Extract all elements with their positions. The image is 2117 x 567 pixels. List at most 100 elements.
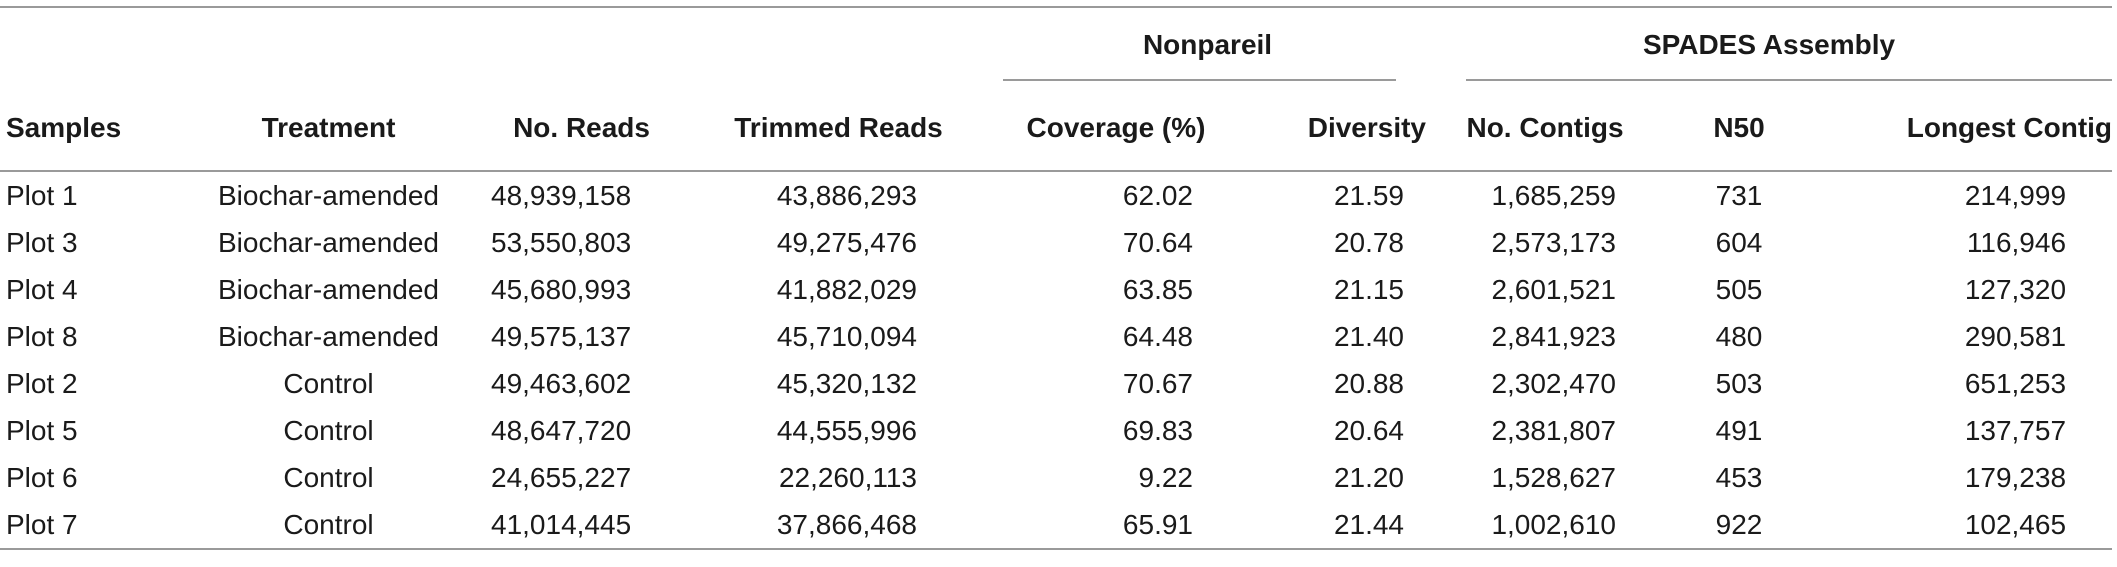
cell-trimmed-reads: 44,555,996	[776, 414, 917, 446]
cell-longest-contig: 651,253	[1964, 367, 2067, 399]
cell-longest-contig: 214,999	[1964, 179, 2067, 211]
cell-sample: Plot 7	[0, 501, 166, 550]
cell-trimmed-reads: 37,866,468	[688, 501, 989, 550]
cell-diversity: 21.20	[1333, 461, 1405, 493]
cell-sample: Plot 5	[6, 414, 78, 446]
cell-trimmed-reads: 43,886,293	[776, 179, 917, 211]
cell-n50: 503	[1715, 367, 1763, 399]
cell-n50: 922	[1664, 501, 1815, 550]
cell-treatment: Biochar-amended	[217, 179, 440, 211]
cell-treatment: Control	[283, 461, 374, 493]
cell-sample: Plot 3	[6, 226, 78, 258]
cell-longest-contig: 137,757	[1964, 414, 2067, 446]
group-rule-spades	[1466, 79, 2113, 81]
cell-n50: 731	[1715, 179, 1763, 211]
group-label-spades: SPADES Assembly	[1642, 29, 1896, 60]
cell-no-contigs: 2,841,923	[1491, 320, 1617, 352]
table-body: Plot 1 Biochar-amended 48,939,158 43,886,29…	[0, 171, 2113, 550]
cell-diversity: 20.78	[1333, 226, 1405, 258]
header-longest-contig: Longest Contig	[1814, 81, 2113, 172]
header-trimmed-reads: Trimmed Reads	[688, 81, 989, 172]
cell-coverage: 70.64	[1122, 226, 1193, 258]
cell-treatment: Biochar-amended	[217, 320, 440, 352]
cell-no-reads: 49,463,602	[491, 367, 632, 399]
cell-n50: 453	[1715, 461, 1763, 493]
cell-coverage: 70.67	[1122, 367, 1193, 399]
cell-longest-contig: 290,581	[1964, 320, 2067, 352]
header-no-reads: No. Reads	[491, 81, 688, 172]
cell-no-reads: 48,939,158	[491, 179, 632, 211]
cell-treatment: Control	[283, 367, 374, 399]
cell-coverage: 9.22	[1138, 461, 1194, 493]
cell-treatment: Control	[166, 501, 491, 550]
cell-sample: Plot 6	[6, 461, 78, 493]
table-row: Plot 2 Control 49,463,602 45,320,132 70.67 20…	[0, 360, 2112, 407]
cell-sample: Plot 4	[6, 273, 78, 305]
cell-longest-contig: 179,238	[1964, 461, 2067, 493]
group-label-nonpareil: Nonpareil	[1142, 29, 1273, 60]
cell-trimmed-reads: 41,882,029	[776, 273, 917, 305]
header-diversity: Diversity	[1243, 81, 1427, 172]
group-spacer	[0, 7, 989, 81]
cell-treatment: Biochar-amended	[217, 273, 440, 305]
cell-n50: 491	[1715, 414, 1763, 446]
cell-no-contigs: 2,601,521	[1491, 273, 1617, 305]
cell-longest-contig: 116,946	[1966, 226, 2067, 258]
cell-coverage: 63.85	[1122, 273, 1193, 305]
cell-n50: 480	[1715, 320, 1763, 352]
cell-no-reads: 45,680,993	[491, 273, 632, 305]
cell-diversity: 20.64	[1333, 414, 1405, 446]
group-header-nonpareil: Nonpareil	[989, 7, 1426, 81]
group-rule-nonpareil	[1003, 79, 1397, 81]
header-no-contigs: No. Contigs	[1426, 81, 1665, 172]
table-row: Plot 8 Biochar-amended 49,575,137 45,710,09…	[0, 313, 2112, 360]
cell-coverage: 62.02	[1122, 179, 1193, 211]
column-header-row: Samples Treatment No. Reads Trimmed Read…	[0, 81, 2113, 172]
sequencing-summary-table: Nonpareil SPADES Assembly Samples Treatm…	[0, 6, 2113, 550]
cell-treatment: Control	[283, 414, 374, 446]
cell-diversity: 21.40	[1333, 320, 1405, 352]
cell-no-reads: 49,575,137	[491, 320, 632, 352]
cell-no-contigs: 2,573,173	[1491, 226, 1617, 258]
cell-sample: Plot 2	[6, 367, 78, 399]
header-coverage: Coverage (%)	[989, 81, 1243, 172]
header-samples: Samples	[0, 81, 166, 172]
cell-trimmed-reads: 22,260,113	[778, 461, 917, 493]
cell-no-contigs: 1,528,627	[1491, 461, 1617, 493]
header-treatment: Treatment	[166, 81, 491, 172]
cell-diversity: 21.44	[1243, 501, 1427, 550]
cell-longest-contig: 127,320	[1964, 273, 2067, 305]
cell-trimmed-reads: 49,275,476	[776, 226, 917, 258]
table-row: Plot 1 Biochar-amended 48,939,158 43,886,29…	[0, 171, 2112, 219]
cell-coverage: 64.48	[1122, 320, 1193, 352]
table-row: Plot 4 Biochar-amended 45,680,993 41,882,02…	[0, 266, 2112, 313]
cell-coverage: 69.83	[1122, 414, 1193, 446]
cell-diversity: 21.15	[1333, 273, 1405, 305]
table-row: Plot 7 Control 41,014,445 37,866,468 65.91 21…	[0, 501, 2113, 550]
table-row: Plot 3 Biochar-amended 53,550,803 49,275,47…	[0, 219, 2112, 266]
cell-no-contigs: 2,381,807	[1491, 414, 1617, 446]
cell-n50: 505	[1715, 273, 1763, 305]
cell-diversity: 21.59	[1333, 179, 1405, 211]
cell-n50: 604	[1715, 226, 1763, 258]
cell-no-reads: 48,647,720	[491, 414, 632, 446]
cell-no-contigs: 1,685,259	[1491, 179, 1617, 211]
cell-longest-contig: 102,465	[1814, 501, 2113, 550]
cell-no-contigs: 2,302,470	[1491, 367, 1617, 399]
cell-no-reads: 24,655,227	[491, 461, 632, 493]
table-row: Plot 6 Control 24,655,227 22,260,113 9.22 21.…	[0, 454, 2112, 501]
cell-no-contigs: 1,002,610	[1426, 501, 1665, 550]
cell-diversity: 20.88	[1333, 367, 1405, 399]
cell-sample: Plot 1	[6, 179, 78, 211]
header-n50: N50	[1664, 81, 1815, 172]
cell-no-reads: 41,014,445	[491, 501, 688, 550]
cell-no-reads: 53,550,803	[491, 226, 632, 258]
table-row: Plot 5 Control 48,647,720 44,555,996 69.83 20…	[0, 407, 2112, 454]
cell-coverage: 65.91	[989, 501, 1243, 550]
cell-sample: Plot 8	[6, 320, 78, 352]
cell-trimmed-reads: 45,320,132	[776, 367, 917, 399]
cell-trimmed-reads: 45,710,094	[776, 320, 917, 352]
group-header-spades: SPADES Assembly	[1426, 7, 2113, 81]
cell-treatment: Biochar-amended	[217, 226, 440, 258]
